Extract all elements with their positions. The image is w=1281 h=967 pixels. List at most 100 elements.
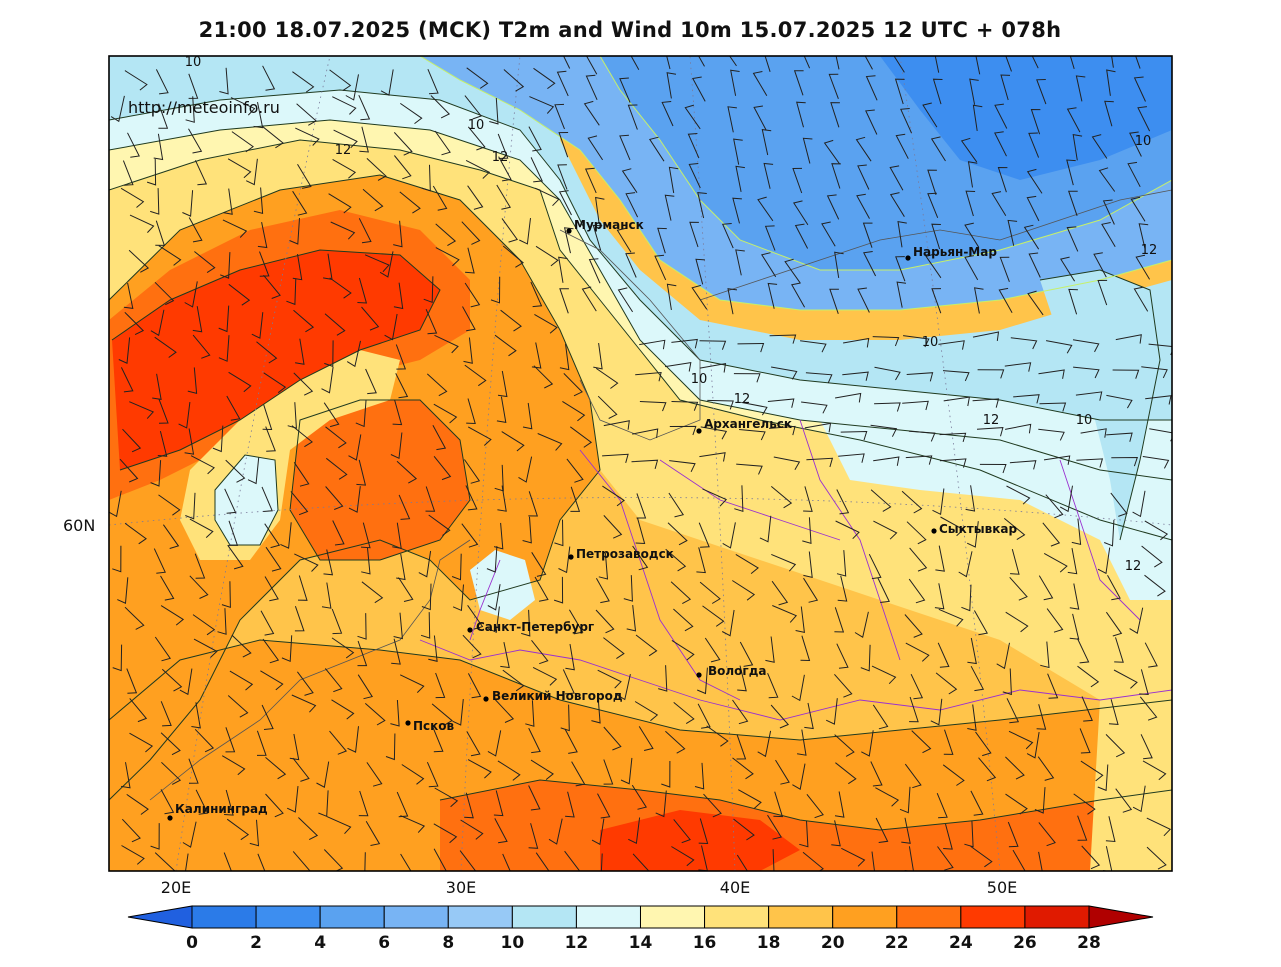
wind-barb [793,70,804,96]
wind-barb [466,67,489,89]
wind-barb [632,853,650,871]
wind-barb [361,581,384,604]
wind-barb [129,732,154,753]
wind-barb [261,486,273,512]
wind-barbs [109,56,1172,871]
wind-barb [935,545,945,572]
wind-barb [293,309,315,333]
wind-barb [421,164,431,192]
wind-barb [1002,668,1012,696]
wind-barb [732,757,754,780]
wind-barb [703,793,722,818]
wind-barb [732,197,742,224]
wind-barb [1038,369,1065,379]
wind-barb [1068,288,1078,315]
wind-barb [857,287,870,313]
wind-barb [467,126,486,151]
wind-barb [834,734,855,757]
temperature-map [109,56,1172,871]
wind-barb [1093,252,1107,278]
wind-barb [707,399,734,410]
wind-barb [188,73,199,99]
wind-barb [427,69,439,95]
colorbar-swatch [511,905,577,929]
wind-barb [665,548,687,572]
wind-barb [218,335,230,362]
wind-barb [324,668,343,693]
city-pskov: Псков [405,719,455,733]
wind-barb [521,609,531,637]
wind-barb [1009,576,1028,601]
colorbar-tick-label: 0 [186,933,198,953]
wind-barb [621,168,638,193]
wind-barb [905,642,930,662]
wind-barb [1098,167,1116,192]
wind-barb [1072,133,1083,161]
city-syktyvkar: Сыктывкар [931,522,1017,536]
wind-barb [1141,366,1168,379]
wind-barb [635,371,662,382]
wind-barb [1146,817,1172,837]
wind-barb [1115,788,1133,813]
colorbar-swatch [191,905,257,929]
wind-barb [535,245,559,267]
wind-barb [120,187,145,208]
wind-barb [828,73,839,99]
wind-barb [531,552,547,577]
wind-barb [583,100,600,126]
wind-barb [998,287,1013,313]
wind-barb [772,605,798,623]
wind-barb [360,522,371,549]
page-title: 21:00 18.07.2025 (MCK) T2m and Wind 10m … [198,18,1062,42]
wind-barb [532,666,558,686]
wind-barb [1040,641,1050,669]
wind-barb [563,227,574,254]
wind-barb [528,785,541,811]
wind-barb [934,56,940,73]
colorbar-under-triangle [127,905,193,929]
wind-barb [654,254,667,281]
wind-barb [1139,696,1158,721]
contour-label: 12 [983,413,1000,428]
wind-barb [1046,608,1064,633]
wind-barb [494,334,517,357]
wind-barb [767,282,778,309]
wind-barb [331,608,343,635]
wind-barb [494,818,508,844]
wind-barb [265,793,284,818]
wind-barb [153,133,164,161]
wind-barb [296,671,314,696]
wind-barb [364,852,366,871]
wind-barb [1138,223,1149,250]
wind-barb [154,281,175,306]
contour-label: 10 [468,118,485,133]
wind-barb [565,644,575,671]
wind-barb [398,577,414,602]
wind-barb [931,223,941,250]
colorbar-tick-label: 6 [378,933,390,953]
wind-barb [704,637,721,663]
wind-barb [964,222,980,248]
wind-barb [1026,732,1040,759]
wind-barb [435,223,457,247]
colorbar-tick-label: 4 [314,933,326,953]
wind-barb [121,845,145,865]
wind-barb [1005,793,1028,815]
wind-barb [332,96,357,115]
colorbar-tick-label: 16 [693,933,717,953]
wind-barb [784,258,801,284]
wind-barb [534,187,560,207]
wind-barb [194,553,206,579]
wind-barb [263,372,287,394]
wind-barb [329,277,352,299]
wind-barb [1149,428,1172,442]
wind-barb [803,551,813,579]
colorbar-tick-label: 28 [1077,933,1101,953]
wind-barb [874,402,901,412]
wind-barb [227,544,244,570]
wind-barb [228,520,239,546]
wind-barb [935,672,958,695]
wind-barb [1106,394,1133,409]
wind-barb [1076,458,1104,468]
wind-barb [558,132,569,158]
